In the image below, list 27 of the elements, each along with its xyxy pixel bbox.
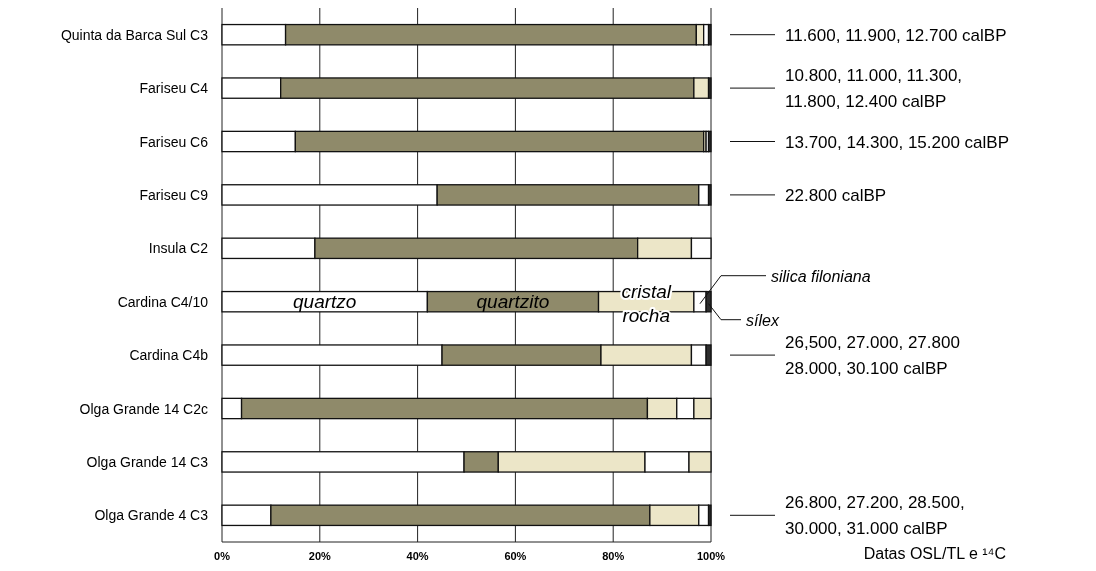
series-label: quartzo [293, 290, 357, 312]
x-tick-label: 100% [696, 550, 726, 562]
text: 26,500, 27.000, 27.800 28.000, 30.100 calBP [785, 333, 960, 379]
y-tick-label: Fariseu C4 [139, 80, 209, 97]
y-tick-label: Quinta da Barca Sul C3 [60, 26, 209, 43]
text: silica filoniana [771, 267, 871, 285]
y-tick-label: Fariseu C6 [139, 133, 209, 150]
text: Datas OSL/TL e ¹⁴C [863, 545, 1006, 562]
text: 10.800, 11.000, 11.300, 11.800, 12.400 calBP [785, 66, 963, 112]
x-tick-label: 40% [406, 550, 429, 562]
y-tick-label: Fariseu C9 [139, 186, 209, 203]
text: 22.800 calBP [785, 185, 887, 205]
y-tick-label: Olga Grande 4 C3 [94, 507, 209, 524]
y-tick-label: Cardina C4b [129, 347, 209, 364]
x-tick-label: 20% [308, 550, 332, 562]
y-tick-label: Insula C2 [148, 240, 209, 257]
y-tick-label: Cardina C4/10 [117, 293, 209, 310]
x-tick-label: 60% [504, 550, 527, 562]
series-label: quartzito [476, 290, 550, 312]
x-tick-label: 0% [214, 550, 231, 562]
text: 13.700, 14.300, 15.200 calBP [785, 132, 1010, 152]
y-tick-label: Olga Grande 14 C3 [86, 453, 209, 470]
text: 11.600, 11.900, 12.700 calBP [785, 25, 1007, 45]
x-tick-label: 80% [602, 550, 625, 562]
y-tick-label: Olga Grande 14 C2c [79, 400, 208, 417]
text: 26.800, 27.200, 28.500, 30.000, 31.000 calBP [785, 493, 965, 539]
legend-label: sílex [746, 311, 780, 329]
